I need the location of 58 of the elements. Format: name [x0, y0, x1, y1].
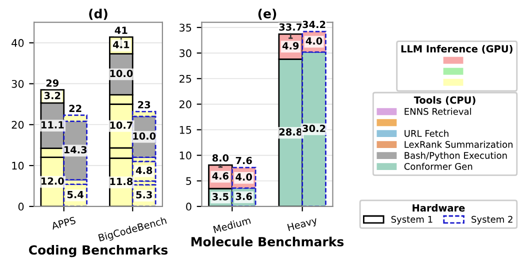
- total-label: 34.2: [302, 20, 326, 28]
- data-label: 4.0: [236, 173, 252, 181]
- y-tick-label: 0: [186, 202, 192, 211]
- y-tick-label: 30: [12, 80, 24, 88]
- data-label: 30.2: [302, 124, 326, 132]
- total-label: 29: [46, 79, 59, 87]
- data-label: 11.1: [42, 121, 64, 128]
- data-label: 3.2: [44, 92, 60, 100]
- data-label: 3.6: [236, 192, 252, 200]
- data-label: 4.6: [212, 172, 229, 180]
- total-label: 22: [69, 104, 82, 112]
- data-label: 14.3: [64, 146, 87, 154]
- y-tick-label: 35: [180, 24, 192, 32]
- data-label: 4.1: [113, 41, 130, 48]
- x-tick-label: APPS: [50, 216, 76, 230]
- chart-title: (d): [89, 8, 108, 20]
- data-label: 28.8: [279, 128, 302, 136]
- legend-label: URL Fetch: [404, 130, 448, 137]
- data-label: 4.0: [306, 37, 322, 45]
- legend-label: Bash/Python Execution: [404, 152, 507, 161]
- data-label: 5.4: [67, 191, 84, 198]
- legend-label: System 2: [472, 216, 512, 224]
- y-tick-label: 10: [12, 162, 24, 170]
- data-label: 11.8: [110, 178, 133, 186]
- legend-label: Conformer Gen: [404, 162, 472, 170]
- data-label: 10.7: [110, 122, 132, 129]
- data-label: 12.0: [42, 177, 64, 185]
- text: LLM Inference (GPU): [401, 44, 512, 54]
- data-label: 5.3: [136, 191, 152, 198]
- data-label: 10.0: [133, 132, 156, 140]
- legend-label: System 1: [391, 216, 432, 224]
- text: Tools (CPU): [414, 96, 476, 105]
- total-label: 33.7: [279, 23, 302, 31]
- total-label: 8.0: [212, 154, 229, 162]
- data-label: 4.9: [282, 42, 299, 50]
- text: Hardware: [412, 204, 465, 212]
- x-tick-label: Medium: [213, 216, 251, 234]
- total-label: 23: [138, 101, 150, 108]
- y-tick-label: 15: [180, 126, 192, 134]
- data-label: 3.5: [212, 192, 228, 200]
- y-tick-label: 5: [186, 177, 192, 185]
- y-tick-label: 0: [18, 202, 24, 211]
- data-label: 10.0: [110, 70, 133, 78]
- chart-title: (e): [258, 8, 276, 20]
- x-axis-title: Molecule Benchmarks: [191, 236, 344, 246]
- total-label: 7.6: [236, 156, 252, 164]
- legend-label: ENNS Retrieval: [404, 108, 471, 115]
- y-tick-label: 10: [180, 152, 192, 160]
- y-tick-label: 40: [12, 39, 24, 47]
- y-tick-label: 30: [180, 49, 192, 58]
- y-tick-label: 25: [180, 74, 192, 83]
- legend-label: LexRank Summarization: [404, 140, 512, 148]
- data-label: 4.8: [136, 166, 152, 174]
- y-tick-label: 20: [180, 100, 192, 108]
- x-axis-title: Coding Benchmarks: [28, 244, 168, 258]
- x-tick-label: Heavy: [287, 216, 318, 233]
- total-label: 41: [114, 26, 128, 34]
- y-tick-label: 20: [12, 120, 24, 129]
